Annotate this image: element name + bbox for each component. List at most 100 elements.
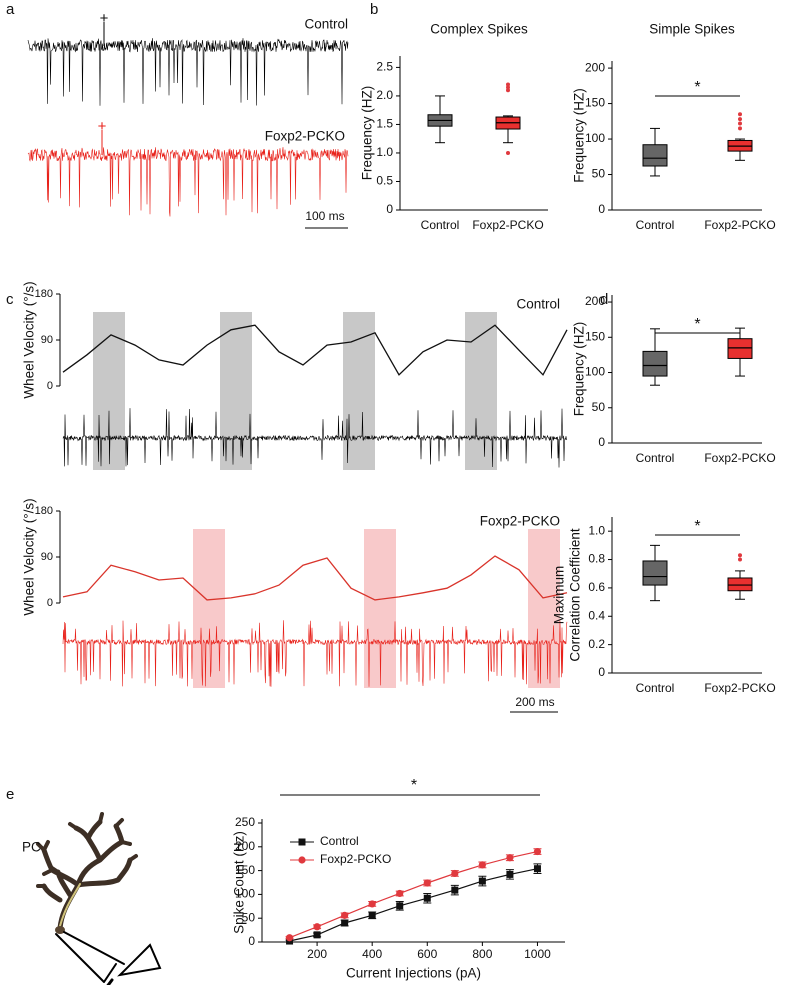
data-point xyxy=(423,894,431,902)
y-tick-label: 250 xyxy=(235,815,255,829)
box xyxy=(642,350,668,377)
trace-label: Control xyxy=(304,17,348,32)
spike-marker: + xyxy=(100,10,109,27)
legend-marker xyxy=(298,856,306,864)
outlier xyxy=(506,82,510,87)
y-axis-label: Correlation Coefficient xyxy=(568,528,583,662)
chart-title: Complex Spikes xyxy=(430,22,528,37)
velocity-line xyxy=(62,555,568,601)
y-tick-label: 150 xyxy=(235,863,255,877)
x-tick-label: 1000 xyxy=(524,947,551,961)
y-tick-label: 0 xyxy=(598,435,605,449)
data-point xyxy=(533,847,542,856)
data-point xyxy=(368,911,376,919)
data-point xyxy=(506,870,514,878)
y-axis-label: Frequency (HZ) xyxy=(572,88,587,183)
y-tick-label: 0 xyxy=(47,380,53,392)
mutant-trace xyxy=(27,147,349,217)
y-tick-label: 0 xyxy=(248,934,255,948)
panel-letter: a xyxy=(6,1,15,18)
outlier xyxy=(738,117,742,122)
y-tick-label: 100 xyxy=(585,365,605,379)
y-tick-label: 0 xyxy=(47,597,53,609)
y-axis-label: Wheel Velocity (°/s) xyxy=(22,498,37,615)
stimulus-window xyxy=(193,529,225,688)
y-tick-label: 2.0 xyxy=(376,88,393,102)
y-tick-label: 150 xyxy=(585,96,605,110)
data-point xyxy=(423,879,431,887)
x-tick-label: 400 xyxy=(362,947,382,961)
spike-trace xyxy=(62,408,568,468)
stimulus-window xyxy=(93,312,125,470)
panel-letter: c xyxy=(6,291,14,308)
data-point xyxy=(396,902,404,910)
x-tick-label: Control xyxy=(636,451,675,465)
scale-label: 200 ms xyxy=(515,695,554,709)
trace-label: Control xyxy=(516,297,560,312)
x-tick-label: 600 xyxy=(417,947,437,961)
y-tick-label: 0.6 xyxy=(588,580,605,594)
significance: * xyxy=(694,316,700,333)
data-point xyxy=(451,886,459,894)
significance: * xyxy=(694,518,700,535)
x-tick-label: 200 xyxy=(307,947,327,961)
y-tick-label: 2.5 xyxy=(376,60,393,74)
data-point xyxy=(396,889,404,898)
spike-marker: + xyxy=(98,118,107,135)
y-tick-label: 50 xyxy=(592,167,606,181)
trace-label: Foxp2-PCKO xyxy=(480,514,560,529)
x-tick-label: Control xyxy=(636,218,675,232)
y-tick-label: 0.2 xyxy=(588,637,605,651)
stimulus-window xyxy=(528,529,560,688)
purkinje-cell-drawing xyxy=(36,812,162,985)
y-tick-label: 90 xyxy=(41,551,53,563)
control-trace xyxy=(27,38,349,106)
box xyxy=(642,144,668,167)
outlier xyxy=(506,88,510,93)
stimulus-window xyxy=(220,312,252,470)
x-tick-label: 800 xyxy=(472,947,492,961)
data-point xyxy=(313,923,321,931)
data-point xyxy=(368,900,376,908)
outlier xyxy=(506,85,510,90)
series-line xyxy=(289,868,538,942)
data-point xyxy=(533,865,541,873)
outlier xyxy=(738,121,742,126)
trace-label: Foxp2-PCKO xyxy=(265,129,345,144)
y-tick-label: 0 xyxy=(386,202,393,216)
y-tick-label: 90 xyxy=(41,334,53,346)
y-tick-label: 200 xyxy=(585,294,605,308)
y-axis-label: Maximum xyxy=(552,566,567,625)
velocity-line xyxy=(62,324,568,376)
y-tick-label: 0 xyxy=(598,202,605,216)
y-tick-label: 150 xyxy=(585,329,605,343)
y-tick-label: 1.0 xyxy=(588,523,605,537)
y-tick-label: 0.8 xyxy=(588,552,605,566)
y-tick-label: 1.5 xyxy=(376,117,393,131)
y-tick-label: 0 xyxy=(598,665,605,679)
x-tick-label: Foxp2-PCKO xyxy=(472,218,543,232)
outlier xyxy=(738,112,742,117)
data-point xyxy=(341,919,349,927)
x-tick-label: Foxp2-PCKO xyxy=(704,681,775,695)
panel-letter: e xyxy=(6,786,14,803)
significance: * xyxy=(694,79,700,96)
y-tick-label: 100 xyxy=(235,887,255,901)
legend-label: Foxp2-PCKO xyxy=(320,852,391,866)
x-tick-label: Control xyxy=(421,218,460,232)
outlier xyxy=(738,553,742,558)
y-tick-label: 1.0 xyxy=(376,145,393,159)
y-tick-label: 200 xyxy=(585,60,605,74)
data-point xyxy=(506,854,514,862)
y-tick-label: 180 xyxy=(35,288,53,300)
data-point xyxy=(313,931,321,939)
legend-marker xyxy=(298,838,306,846)
significance: * xyxy=(411,777,417,794)
x-axis-label: Current Injections (pA) xyxy=(346,966,481,981)
x-tick-label: Control xyxy=(636,681,675,695)
outlier xyxy=(738,126,742,131)
legend-label: Control xyxy=(320,834,359,848)
series-line xyxy=(289,851,538,939)
y-tick-label: 180 xyxy=(35,505,53,517)
